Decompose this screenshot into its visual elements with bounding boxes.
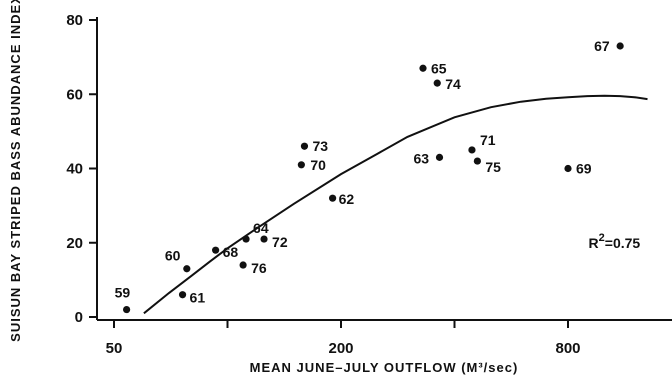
x-axis-ticks: 50 200 800 — [106, 320, 581, 357]
y-tick-label-20: 20 — [66, 235, 83, 252]
point-61 — [178, 291, 187, 299]
point-59 — [123, 305, 131, 314]
point-71 — [468, 146, 476, 154]
point-68 — [212, 246, 220, 254]
point-label-69: 69 — [576, 161, 592, 177]
point-69 — [564, 164, 572, 173]
point-label-71: 71 — [480, 132, 496, 148]
point-label-72: 72 — [272, 234, 288, 250]
point-label-70: 70 — [310, 157, 326, 173]
x-tick-label-50: 50 — [106, 340, 123, 357]
y-tick-label-0: 0 — [75, 309, 83, 326]
y-tick-label-60: 60 — [66, 86, 83, 103]
point-label-65: 65 — [431, 60, 447, 76]
point-67 — [616, 42, 624, 50]
y-tick-label-40: 40 — [66, 161, 83, 178]
point-76 — [239, 261, 247, 269]
point-label-64: 64 — [253, 220, 269, 236]
x-tick-label-800: 800 — [555, 340, 580, 357]
point-63 — [435, 153, 444, 161]
point-74 — [433, 79, 441, 87]
point-64 — [242, 235, 250, 243]
point-75 — [473, 157, 481, 165]
point-label-76: 76 — [251, 260, 267, 276]
point-label-63: 63 — [414, 150, 430, 166]
point-73 — [300, 142, 309, 150]
point-62 — [329, 194, 337, 202]
point-label-73: 73 — [312, 138, 328, 154]
fit-curve — [143, 94, 648, 315]
y-tick-label-80: 80 — [66, 12, 83, 29]
y-axis-ticks: 0 20 40 60 80 — [66, 12, 97, 326]
point-label-60: 60 — [165, 248, 181, 264]
x-axis-title: MEAN JUNE–JULY OUTFLOW (M³/sec) — [250, 360, 519, 375]
point-label-68: 68 — [223, 244, 239, 260]
point-label-62: 62 — [339, 191, 355, 207]
x-tick-label-200: 200 — [328, 340, 353, 357]
point-label-61: 61 — [190, 290, 206, 306]
y-axis-title: SUISUN BAY STRIPED BASS ABUNDANCE INDEX — [8, 0, 23, 342]
point-label-67: 67 — [594, 38, 610, 54]
point-60 — [183, 265, 191, 273]
point-label-74: 74 — [445, 76, 461, 92]
point-label-59: 59 — [115, 285, 131, 301]
data-points: 59 60 61 62 63 64 65 67 68 69 70 71 72 73 74 75 76 — [115, 38, 624, 314]
point-70 — [297, 161, 305, 169]
point-72 — [260, 235, 268, 243]
point-65 — [419, 64, 427, 72]
point-label-75: 75 — [485, 159, 501, 175]
r-squared-annotation: R2=0.75 — [589, 232, 641, 251]
